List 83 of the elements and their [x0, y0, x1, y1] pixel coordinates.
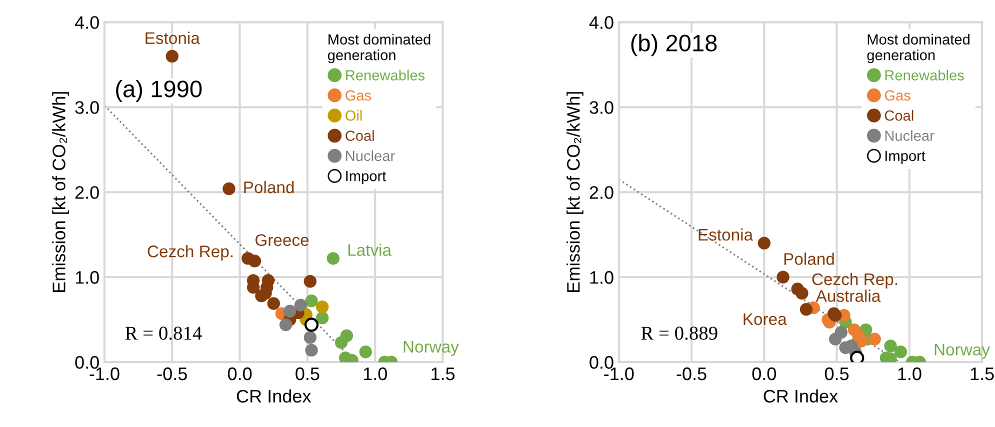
- point: [850, 350, 864, 362]
- x-tick-label: 1.5: [970, 368, 994, 380]
- point: [868, 332, 881, 346]
- legend-label: Gas: [884, 90, 910, 101]
- legend-label: Import: [346, 171, 386, 184]
- point: [166, 50, 178, 63]
- point: [326, 252, 340, 265]
- point: [305, 294, 318, 308]
- y-tick-label: 0.0: [75, 356, 99, 369]
- y-tick-label: 3.0: [75, 101, 99, 114]
- annotation: Estonia: [698, 228, 754, 241]
- y-tick-label: 1.0: [76, 271, 99, 284]
- point: [267, 297, 280, 310]
- point: [894, 346, 908, 358]
- point: [796, 286, 808, 300]
- point: [800, 303, 813, 316]
- point: [279, 318, 292, 332]
- x-tick-label: -0.5: [676, 367, 706, 380]
- x-tick-label: 1.5: [432, 368, 455, 380]
- point: [304, 331, 317, 344]
- point: [294, 298, 308, 312]
- point: [884, 340, 897, 352]
- legend-label: Coal: [884, 110, 914, 121]
- y-tick-label: 1.0: [590, 271, 614, 284]
- annotation: Australia: [816, 290, 881, 302]
- x-tick-label: -1.0: [90, 367, 120, 380]
- x-tick-label: -1.0: [604, 367, 634, 380]
- annotation: Korea: [744, 313, 787, 325]
- text: (a) 1990: [116, 80, 202, 102]
- point: [222, 182, 236, 196]
- x-tick-label: 0.0: [228, 367, 252, 380]
- point: [316, 312, 329, 324]
- annotation: Greece: [256, 234, 309, 246]
- y-tick-label: 0.0: [590, 356, 614, 369]
- point: [305, 344, 318, 357]
- point: [284, 304, 296, 318]
- x-tick-label: 0.0: [752, 367, 776, 380]
- chart-title: (b) 2018: [631, 34, 717, 56]
- point: [334, 336, 348, 349]
- point: [776, 270, 790, 284]
- annotation: Latvia: [348, 244, 392, 256]
- annotation: Norway: [934, 344, 990, 359]
- legend-label: Gas: [346, 90, 372, 101]
- annotation: Estonia: [146, 32, 200, 44]
- point: [855, 334, 868, 348]
- legend-label: Oil: [346, 110, 362, 121]
- annotation: Poland: [784, 252, 834, 265]
- annotation: R = 0.889: [641, 326, 718, 340]
- annotation: Cezch Rep.: [812, 272, 898, 288]
- legend-label: Renewables: [885, 70, 964, 80]
- legend-label: Nuclear: [346, 150, 395, 162]
- y-axis-title: Emission [kt of CO₂/kWh]: [52, 92, 69, 292]
- x-tick-label: 0.5: [824, 367, 849, 380]
- x-axis-title: CR Index: [764, 389, 838, 403]
- legend-label: Nuclear: [885, 130, 934, 141]
- x-tick-label: 0.5: [296, 367, 320, 380]
- legend-label: Import: [885, 150, 926, 164]
- point: [259, 286, 272, 300]
- y-axis-title: Emission [kt of CO₂/kWh]: [566, 92, 584, 292]
- point: [359, 346, 372, 358]
- annotation: Poland: [244, 180, 294, 194]
- point: [248, 254, 262, 268]
- y-tick-label: 4.0: [74, 16, 99, 29]
- point: [304, 275, 317, 288]
- annotation: R = 0.814: [125, 326, 202, 340]
- y-tick-label: 4.0: [589, 16, 614, 29]
- legend-title: Most dominated generation: [328, 34, 430, 64]
- point: [834, 326, 848, 339]
- legend-label: Renewables: [346, 70, 425, 80]
- legend-title: Most dominated generation: [867, 34, 970, 64]
- point: [758, 236, 771, 250]
- annotation: Cezch Rep.: [148, 245, 233, 261]
- point: [304, 318, 319, 332]
- point: [316, 300, 329, 314]
- y-tick-label: 2.0: [590, 186, 614, 199]
- x-tick-label: -0.5: [157, 367, 187, 380]
- y-tick-label: 3.0: [590, 101, 614, 114]
- x-tick-label: 1.0: [364, 367, 387, 380]
- x-axis-title: CR Index: [236, 389, 312, 403]
- x-tick-label: 1.0: [898, 367, 922, 380]
- annotation: Norway: [404, 341, 459, 356]
- y-tick-label: 2.0: [75, 186, 99, 199]
- legend-label: Coal: [346, 130, 374, 141]
